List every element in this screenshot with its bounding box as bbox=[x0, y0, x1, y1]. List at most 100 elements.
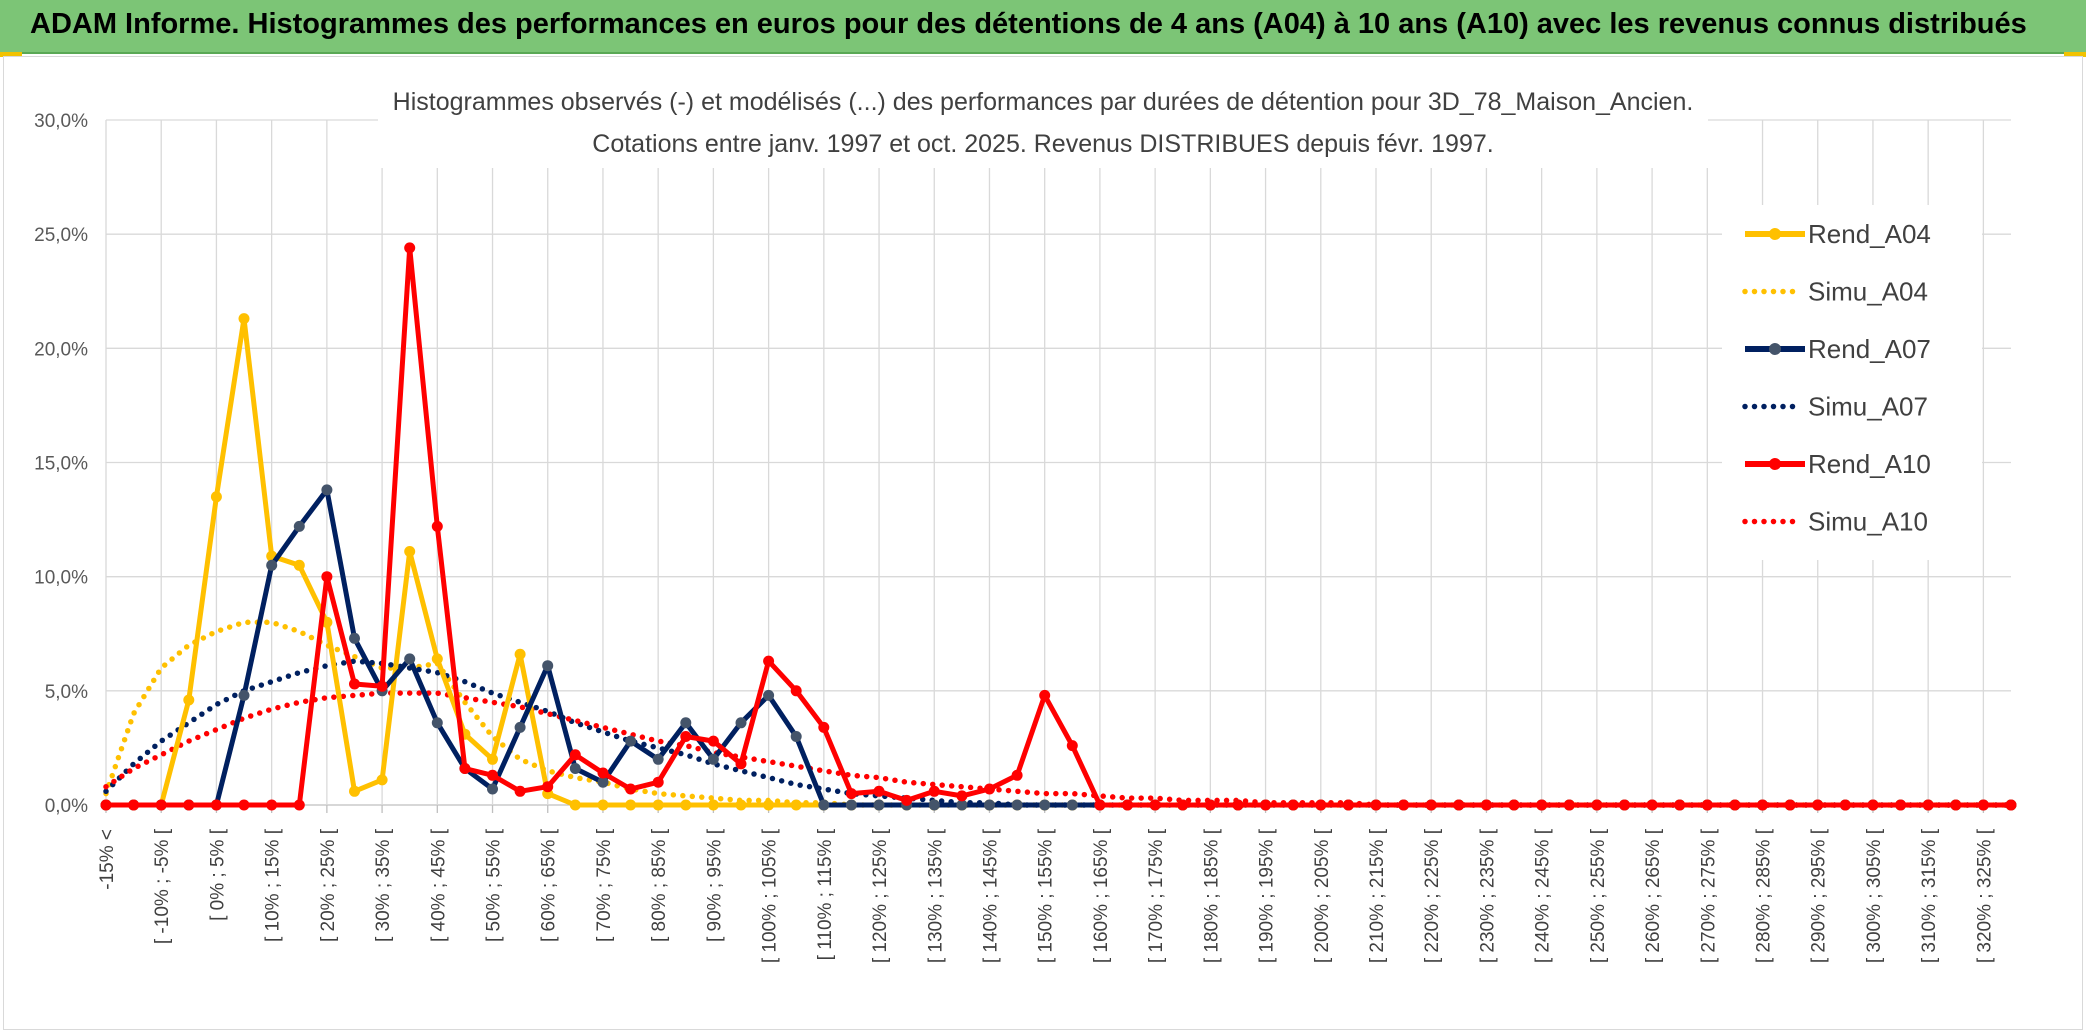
data-point bbox=[128, 799, 140, 811]
series-Rend_A10 bbox=[100, 242, 2017, 811]
data-point bbox=[376, 774, 388, 786]
data-point bbox=[625, 783, 637, 795]
data-point bbox=[1177, 799, 1189, 811]
data-point bbox=[818, 721, 830, 733]
data-point bbox=[1315, 799, 1327, 811]
data-point bbox=[514, 785, 526, 797]
data-point bbox=[1922, 799, 1934, 811]
data-point bbox=[514, 648, 526, 660]
data-point bbox=[1287, 799, 1299, 811]
data-point bbox=[735, 799, 747, 811]
legend-marker bbox=[1769, 458, 1781, 470]
data-point bbox=[1563, 799, 1575, 811]
data-point bbox=[1812, 799, 1824, 811]
data-point bbox=[845, 799, 857, 811]
data-point bbox=[404, 546, 416, 557]
y-tick-label: 30,0% bbox=[34, 111, 88, 132]
data-point bbox=[542, 660, 554, 672]
y-tick-label: 5,0% bbox=[45, 682, 88, 703]
legend-marker bbox=[1769, 343, 1781, 355]
data-point bbox=[1729, 799, 1741, 811]
data-point bbox=[376, 680, 388, 692]
chart-series bbox=[100, 242, 2017, 811]
data-point bbox=[1646, 799, 1658, 811]
x-tick-label: [ 170% ; 175% [ bbox=[1146, 828, 1167, 963]
x-tick-label: [ 320% ; 325% [ bbox=[1974, 828, 1995, 963]
data-point bbox=[984, 783, 995, 795]
x-tick-label: [ 30% ; 35% [ bbox=[373, 828, 394, 942]
data-point bbox=[1757, 799, 1768, 811]
data-point bbox=[597, 799, 609, 811]
data-point bbox=[1122, 799, 1133, 811]
x-tick-label: [ -10% ; -5% [ bbox=[152, 828, 173, 944]
data-point bbox=[735, 717, 747, 729]
data-point bbox=[293, 520, 305, 532]
x-tick-label: [ 250% ; 255% [ bbox=[1588, 828, 1609, 963]
data-point bbox=[707, 735, 719, 747]
x-tick-label: [ 230% ; 235% [ bbox=[1477, 828, 1498, 963]
data-point bbox=[293, 799, 305, 811]
data-point bbox=[625, 799, 637, 811]
data-point bbox=[680, 731, 692, 742]
data-point bbox=[1370, 799, 1382, 811]
data-point bbox=[1011, 799, 1023, 811]
data-point bbox=[1149, 799, 1161, 811]
x-tick-label: [ 110% ; 115% [ bbox=[815, 828, 836, 960]
legend-item-Simu_A10: Simu_A10 bbox=[1742, 507, 1928, 537]
x-tick-label: [ 150% ; 155% [ bbox=[1036, 828, 1057, 963]
data-point bbox=[321, 484, 333, 496]
x-tick-label: [ 300% ; 305% [ bbox=[1864, 828, 1885, 963]
legend-item-Rend_A04: Rend_A04 bbox=[1745, 219, 1931, 249]
y-tick-label: 10,0% bbox=[34, 568, 88, 589]
data-point bbox=[238, 799, 250, 811]
x-tick-label: [ 20% ; 25% [ bbox=[318, 828, 339, 942]
data-point bbox=[2005, 799, 2017, 811]
data-point bbox=[1039, 689, 1051, 701]
legend-item-Simu_A07: Simu_A07 bbox=[1742, 392, 1928, 422]
legend-label: Rend_A07 bbox=[1808, 334, 1931, 364]
data-point bbox=[349, 632, 360, 644]
data-point bbox=[266, 799, 278, 811]
data-point bbox=[100, 799, 112, 811]
x-tick-label: [ 270% ; 275% [ bbox=[1698, 828, 1719, 963]
x-tick-label: [ 280% ; 285% [ bbox=[1754, 828, 1775, 963]
x-tick-label: [ 140% ; 145% [ bbox=[980, 828, 1001, 963]
x-tick-label: [ 310% ; 315% [ bbox=[1919, 828, 1940, 963]
data-point bbox=[652, 799, 664, 811]
data-point bbox=[183, 694, 195, 706]
data-point bbox=[349, 678, 360, 690]
legend-label: Rend_A10 bbox=[1808, 449, 1931, 479]
legend-item-Rend_A10: Rend_A10 bbox=[1745, 449, 1931, 479]
data-point bbox=[514, 721, 526, 733]
chart-legend: Rend_A04 Simu_A04 Rend_A07 Simu_A07 Rend_A10… bbox=[1722, 205, 1982, 560]
data-point bbox=[984, 799, 995, 811]
data-point bbox=[487, 769, 498, 781]
data-point bbox=[845, 788, 857, 800]
data-point bbox=[1674, 799, 1686, 811]
data-point bbox=[431, 520, 443, 532]
y-tick-label: 25,0% bbox=[34, 225, 88, 246]
data-point bbox=[680, 799, 692, 811]
data-point bbox=[790, 685, 802, 697]
legend-label: Simu_A10 bbox=[1808, 507, 1928, 537]
data-point bbox=[1480, 799, 1492, 811]
data-point bbox=[431, 717, 443, 729]
data-point bbox=[1425, 799, 1437, 811]
data-point bbox=[155, 799, 167, 811]
data-point bbox=[763, 655, 775, 667]
data-point bbox=[487, 783, 498, 795]
x-axis-ticks: -15% < [ -10% ; -5% [[ 0% ; 5% [[ 10% ; 1… bbox=[97, 828, 1995, 963]
data-point bbox=[1701, 799, 1713, 811]
data-point bbox=[707, 799, 719, 811]
chart-title: Histogrammes observés (-) et modélisés (… bbox=[393, 88, 1694, 116]
data-point bbox=[1342, 799, 1354, 811]
data-point bbox=[1536, 799, 1548, 811]
title-background bbox=[378, 80, 1708, 168]
x-tick-label: [ 80% ; 85% [ bbox=[649, 828, 670, 942]
data-point bbox=[1839, 799, 1851, 811]
data-point bbox=[1066, 740, 1078, 752]
data-point bbox=[349, 785, 360, 797]
x-tick-label: [ 100% ; 105% [ bbox=[760, 828, 781, 963]
data-point bbox=[1591, 799, 1603, 811]
